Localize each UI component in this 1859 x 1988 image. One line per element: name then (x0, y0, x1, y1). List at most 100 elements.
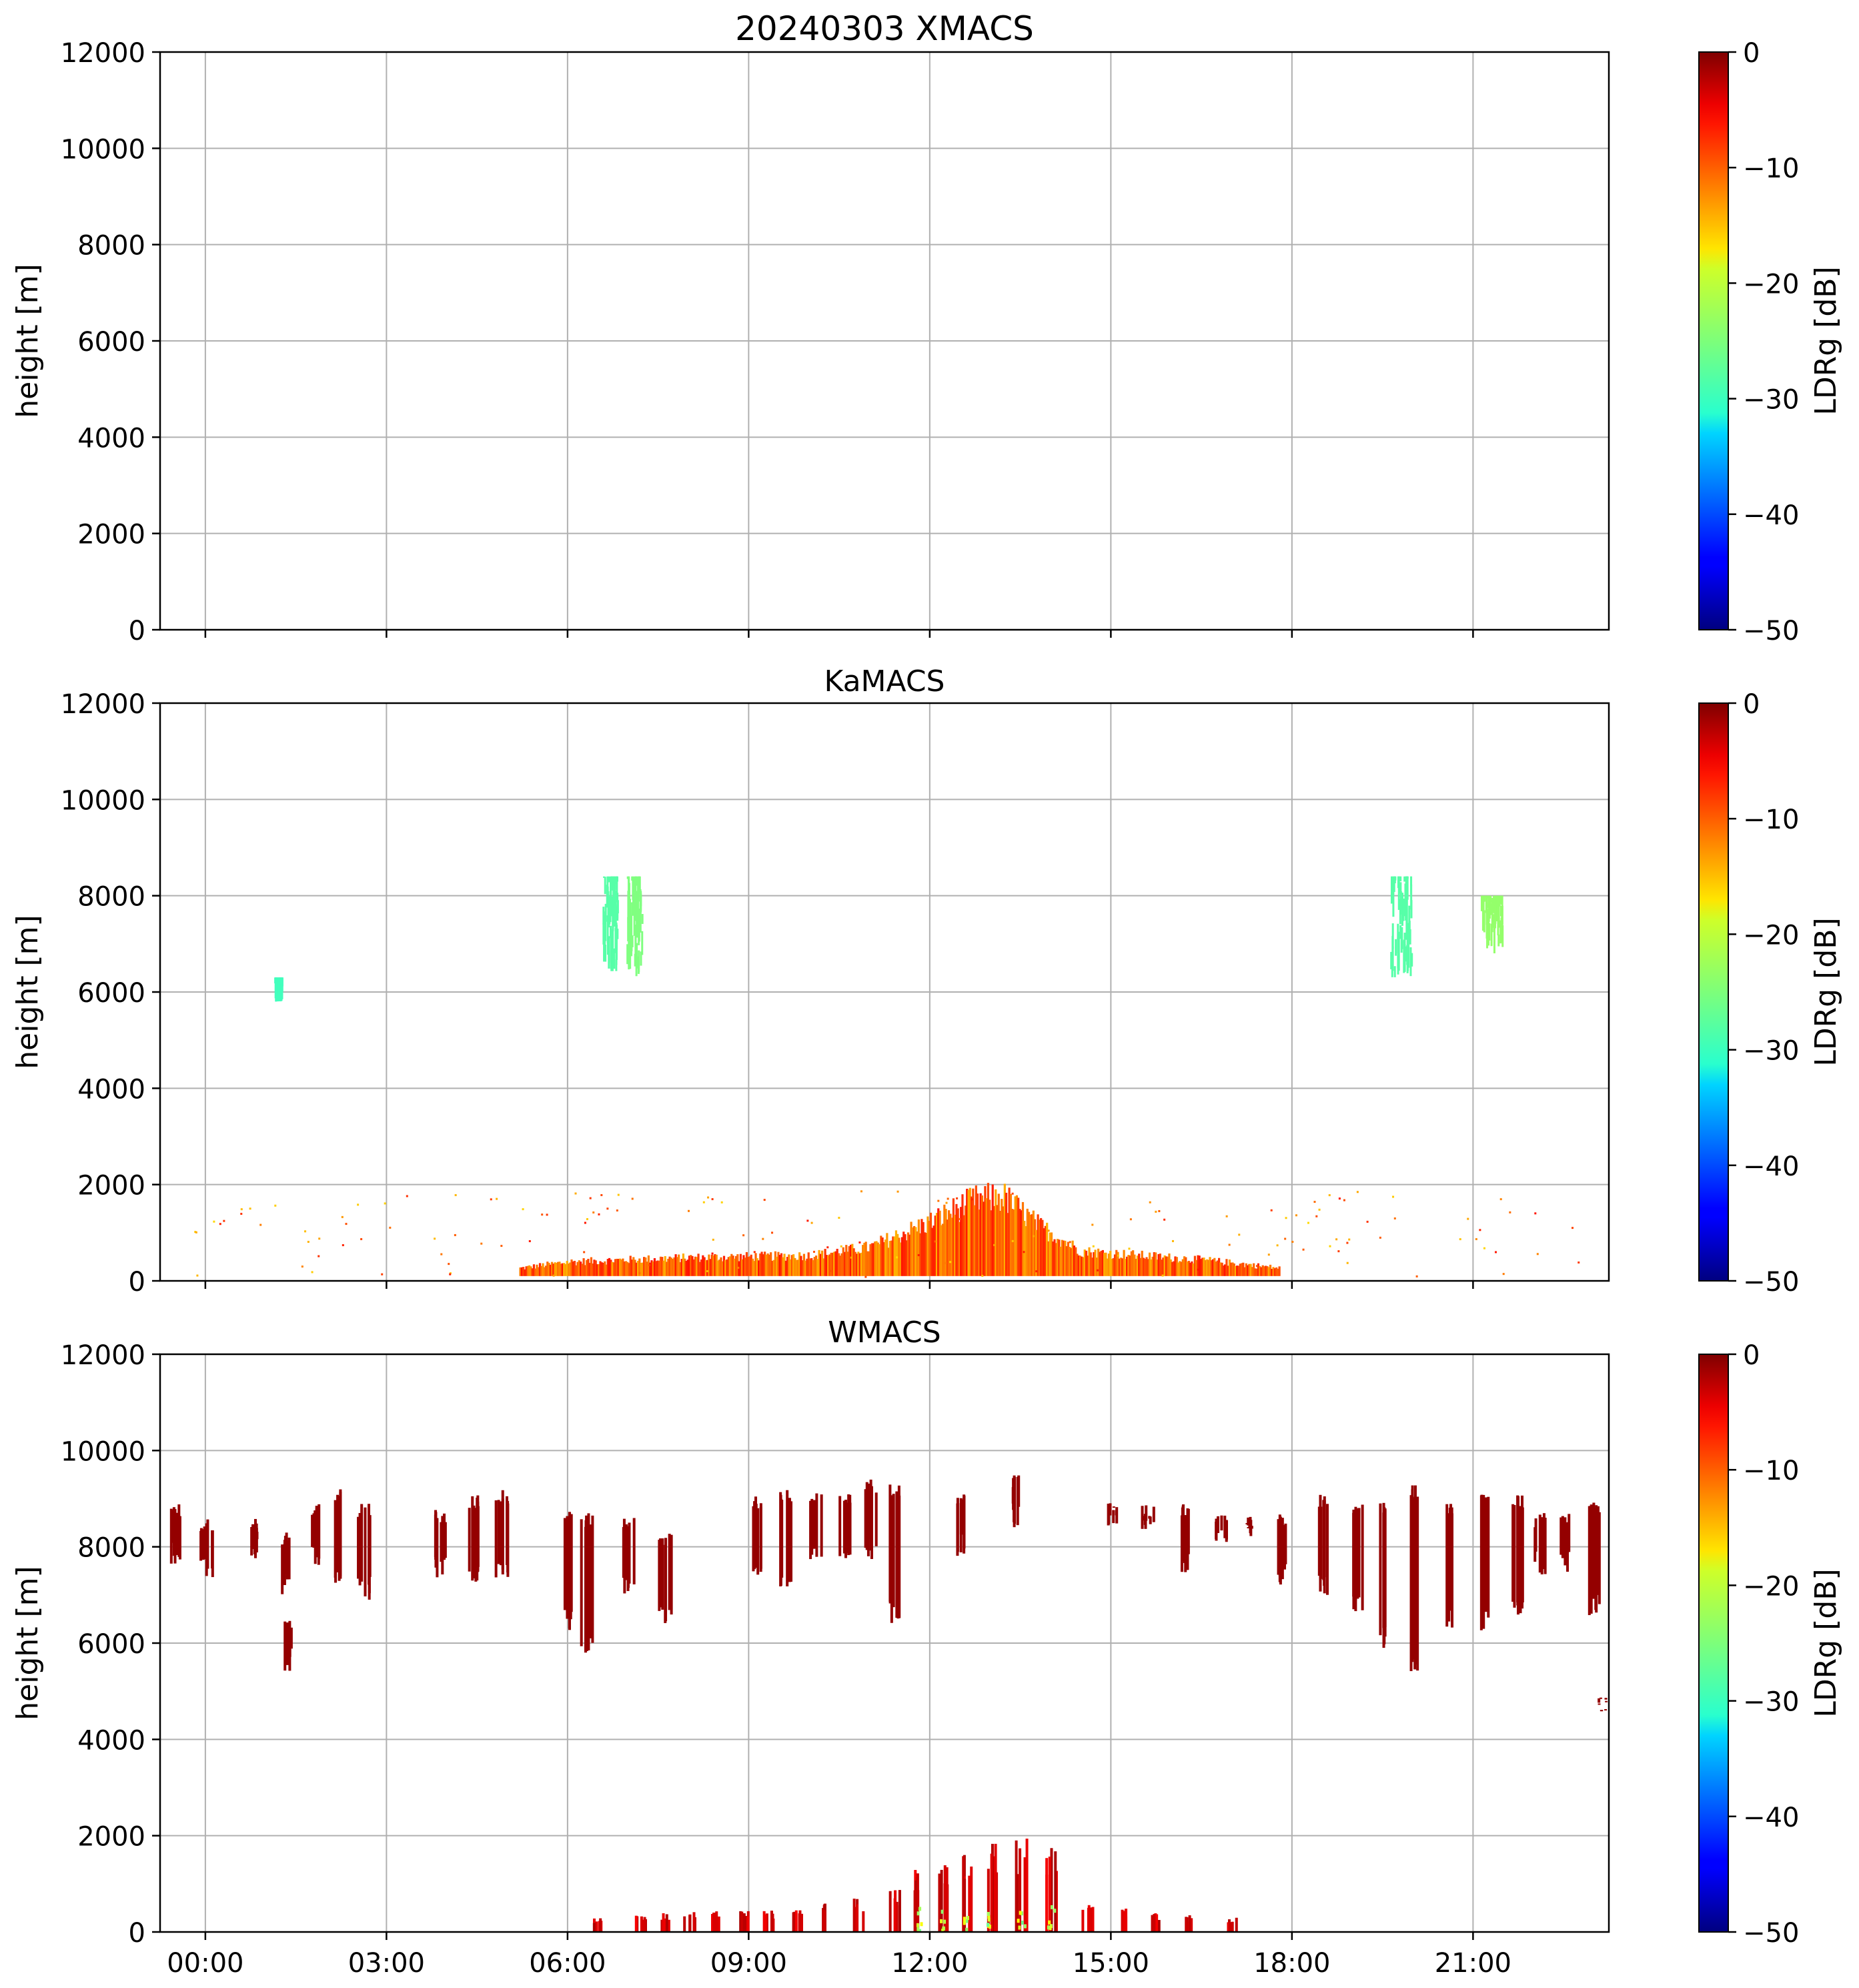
ldr-column (1157, 1254, 1160, 1276)
ldr-column (739, 1911, 742, 1932)
ldr-speckle (360, 1237, 363, 1240)
ldr-column (1059, 1246, 1062, 1276)
ldr-speckle (918, 1929, 921, 1932)
ldr-speckle (945, 1262, 947, 1264)
ldr-streak (505, 1496, 508, 1565)
ldr-column (594, 1260, 597, 1276)
ldr-column (802, 1254, 806, 1276)
ldr-streak (890, 1495, 893, 1623)
ldr-speckle (711, 1198, 714, 1201)
ldr-column (727, 1257, 730, 1276)
data-kamacs (194, 876, 1580, 1278)
ldr-column (1269, 1264, 1272, 1276)
ldr-streak (1599, 1697, 1602, 1699)
ldr-streak (638, 950, 640, 973)
ldr-column (712, 1255, 715, 1276)
ldr-streak (641, 914, 644, 924)
ldr-streak (591, 1515, 594, 1643)
ldr-streak (1483, 910, 1485, 933)
ldr-streak (606, 915, 609, 944)
ldr-column (1087, 1256, 1089, 1276)
ldr-column (1154, 1252, 1157, 1276)
ldr-column (864, 1241, 867, 1276)
ldr-streak (1149, 1516, 1152, 1524)
ldr-streak (1409, 947, 1412, 977)
ldr-speckle (1048, 1920, 1051, 1925)
ldr-streak (963, 1495, 966, 1549)
ldr-column (688, 1256, 691, 1276)
ldr-speckle (864, 1276, 867, 1278)
y-axis-label-xmacs: height [m] (11, 264, 45, 418)
grid-kamacs (160, 702, 1609, 1282)
ldr-streak (1391, 946, 1394, 971)
ldr-streak (1249, 1520, 1252, 1522)
ldr-column (991, 1184, 994, 1276)
ldr-column (1144, 1258, 1147, 1276)
ldr-speckle (448, 1263, 450, 1266)
ldr-column (894, 1230, 898, 1276)
ldr-column (665, 1262, 668, 1276)
grid-wmacs (160, 1354, 1609, 1933)
ldr-column (688, 1915, 692, 1932)
ldr-speckle (195, 1231, 197, 1233)
ldr-speckle (1338, 1197, 1341, 1200)
ldr-column (1236, 1266, 1239, 1276)
ldr-column (1109, 1250, 1112, 1276)
ldr-column (840, 1253, 843, 1276)
ldr-column (612, 1262, 615, 1276)
ldr-column (782, 1257, 784, 1276)
ldr-streak (1407, 938, 1409, 951)
ldr-streak (897, 1485, 900, 1602)
ldr-speckle (638, 1272, 641, 1274)
ldr-speckle (546, 1213, 548, 1216)
ldr-column (777, 1252, 780, 1276)
ldr-speckle (480, 1242, 483, 1245)
grid-xmacs (160, 51, 1609, 630)
ldr-column (1014, 1196, 1017, 1276)
ldr-column (780, 1253, 783, 1276)
ldr-column (765, 1254, 768, 1276)
ldr-speckle (1129, 1218, 1132, 1221)
ldr-column (892, 1236, 894, 1276)
ldr-column (632, 1257, 635, 1276)
ldr-streak (1560, 1517, 1563, 1555)
colorbar-tick-label: 0 (1743, 689, 1760, 720)
ldr-column (598, 1264, 600, 1276)
ldr-speckle (598, 1213, 600, 1215)
ldr-streak (1491, 902, 1493, 933)
ldr-speckle (1337, 1250, 1340, 1253)
ldr-column (987, 1183, 990, 1276)
ldr-column (762, 1254, 764, 1276)
ldr-column (519, 1267, 522, 1276)
ldr-speckle (307, 1241, 309, 1244)
ldr-streak (888, 1498, 892, 1604)
ldr-speckle (1313, 1201, 1316, 1203)
ldr-column (1002, 1206, 1005, 1276)
ldr-column (985, 1198, 988, 1276)
ldr-column (1242, 1262, 1245, 1276)
ldr-speckle (574, 1192, 577, 1195)
colorbar-ticks-wmacs: 0 −10 −20 −30 −40 −50 (1728, 1340, 1799, 1949)
ldr-streak (1605, 1700, 1608, 1702)
ldr-streak (1409, 929, 1411, 945)
ldr-streak (788, 1498, 791, 1582)
ldr-streak (1542, 1513, 1545, 1570)
ldr-speckle (1318, 1208, 1321, 1211)
ldr-column (1173, 1261, 1175, 1276)
ldr-speckle (824, 1273, 826, 1276)
ldr-speckle (1092, 1245, 1095, 1248)
ldr-column (716, 1260, 720, 1276)
ldr-streak (1592, 1502, 1596, 1599)
ldr-column (990, 1210, 993, 1276)
ldr-streak (276, 977, 279, 979)
ldr-speckle (706, 1270, 709, 1272)
ldr-streak (626, 876, 629, 879)
ldr-column (862, 1911, 865, 1932)
ldr-column (700, 1259, 703, 1276)
ldr-column (1100, 1250, 1103, 1276)
ldr-streak (1392, 887, 1395, 917)
colorbar-wmacs (1698, 1354, 1729, 1933)
ldr-column (875, 1241, 878, 1276)
ldr-column (833, 1252, 836, 1276)
